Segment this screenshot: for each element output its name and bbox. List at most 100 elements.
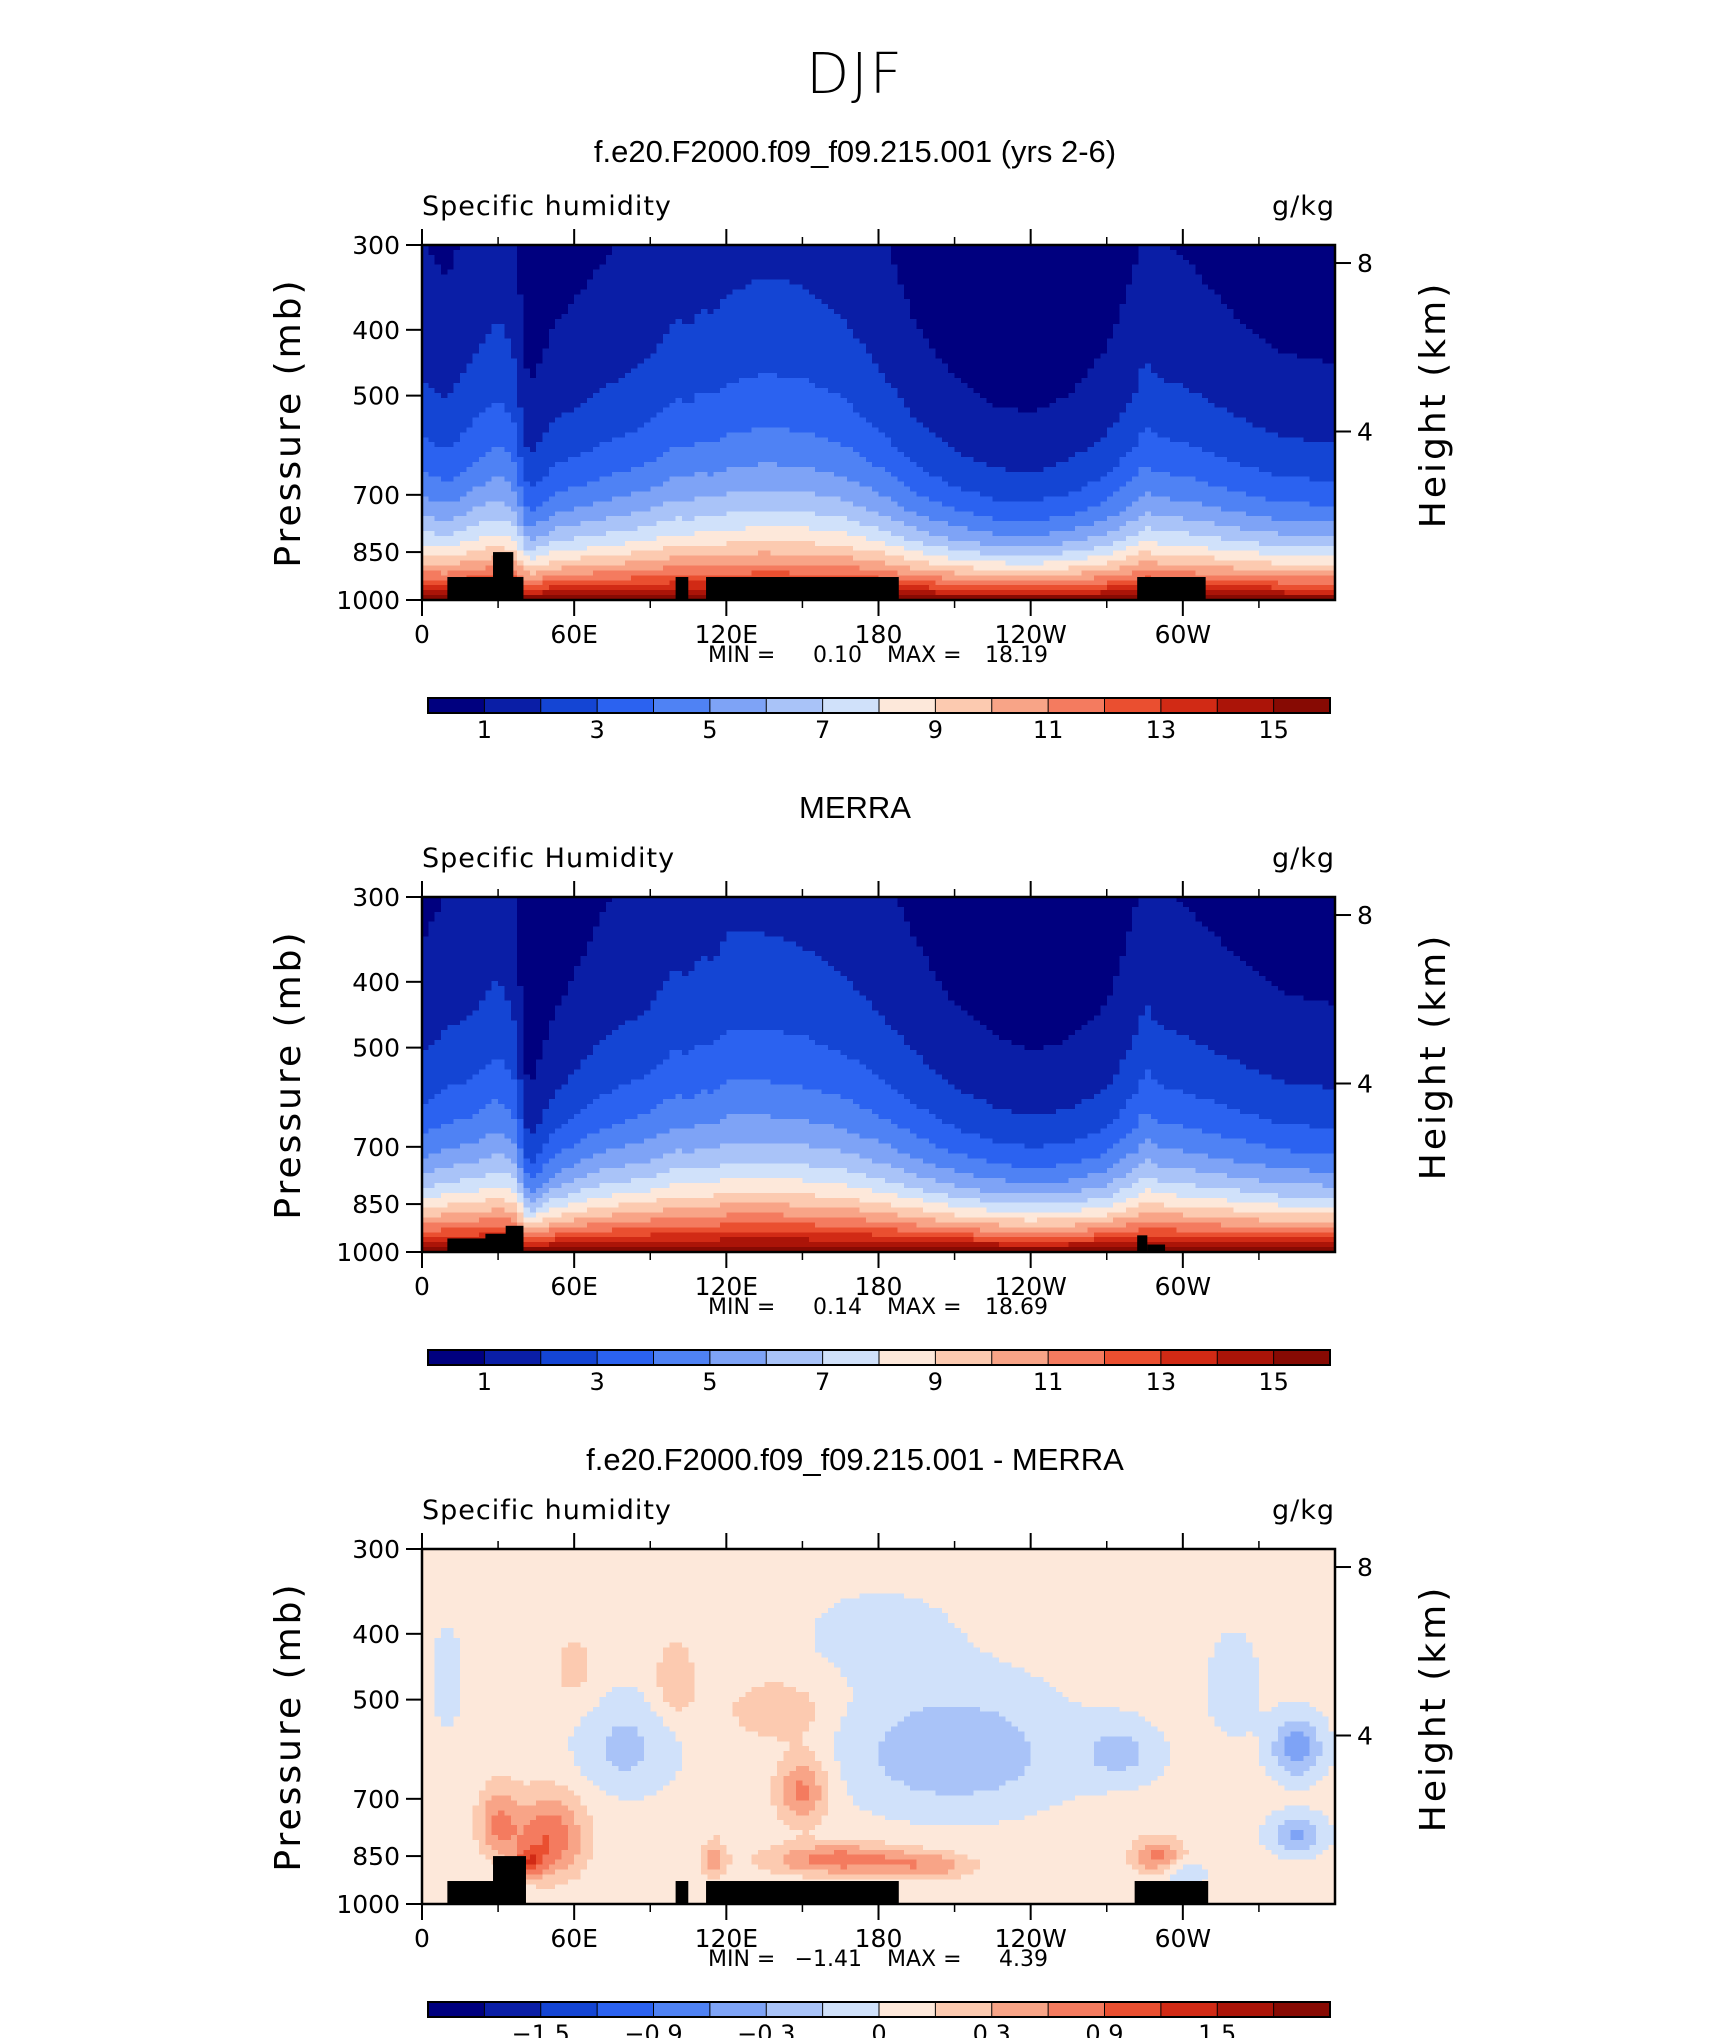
contour-cell: [714, 353, 721, 359]
contour-cell: [492, 373, 499, 379]
contour-cell: [612, 561, 619, 567]
contour-cell: [549, 432, 556, 438]
contour-cell: [815, 526, 822, 532]
contour-cell: [834, 299, 841, 305]
contour-cell: [644, 299, 651, 305]
contour-cell: [447, 398, 454, 404]
contour-cell: [473, 423, 480, 429]
contour-cell: [479, 309, 486, 315]
contour-cell: [783, 516, 790, 522]
contour-cell: [466, 516, 473, 522]
contour-cell: [802, 383, 809, 389]
contour-cell: [701, 324, 708, 330]
contour-cell: [447, 442, 454, 448]
contour-cell: [587, 324, 594, 330]
contour-cell: [435, 447, 442, 453]
contour-cell: [435, 565, 442, 571]
contour-cell: [701, 353, 708, 359]
contour-cell: [523, 319, 530, 325]
contour-cell: [752, 521, 759, 527]
contour-cell: [536, 561, 543, 567]
contour-cell: [479, 437, 486, 443]
contour-cell: [625, 452, 632, 458]
contour-cell: [428, 561, 435, 567]
contour-cell: [435, 353, 442, 359]
contour-cell: [498, 284, 505, 290]
contour-cell: [758, 462, 765, 468]
contour-cell: [821, 496, 828, 502]
contour-cell: [435, 265, 442, 271]
contour-cell: [606, 250, 613, 256]
contour-cell: [492, 447, 499, 453]
contour-cell: [454, 531, 461, 537]
contour-cell: [631, 551, 638, 557]
contour-cell: [561, 447, 568, 453]
contour-cell: [695, 403, 702, 409]
contour-cell: [587, 477, 594, 483]
contour-cell: [549, 324, 556, 330]
contour-cell: [764, 452, 771, 458]
contour-cell: [631, 418, 638, 424]
contour-cell: [688, 319, 695, 325]
contour-cell: [511, 472, 518, 478]
contour-cell: [650, 472, 657, 478]
contour-cell: [549, 580, 556, 586]
contour-cell: [619, 294, 626, 300]
contour-cell: [847, 289, 854, 295]
contour-cell: [466, 501, 473, 507]
contour-cell: [682, 442, 689, 448]
contour-cell: [707, 561, 714, 567]
contour-cell: [485, 319, 492, 325]
contour-cell: [745, 418, 752, 424]
contour-cell: [644, 516, 651, 522]
contour-cell: [657, 551, 664, 557]
contour-cell: [498, 413, 505, 419]
contour-cell: [663, 565, 670, 571]
contour-cell: [549, 353, 556, 359]
contour-cell: [498, 516, 505, 522]
contour-cell: [682, 284, 689, 290]
contour-cell: [517, 570, 524, 576]
contour-cell: [466, 260, 473, 266]
contour-cell: [853, 447, 860, 453]
contour-cell: [631, 506, 638, 512]
contour-cell: [745, 334, 752, 340]
contour-cell: [840, 511, 847, 517]
contour-cell: [638, 255, 645, 261]
contour-cell: [587, 565, 594, 571]
contour-cell: [650, 477, 657, 483]
contour-cell: [840, 294, 847, 300]
contour-cell: [859, 260, 866, 266]
contour-cell: [739, 442, 746, 448]
contour-cell: [815, 551, 822, 557]
contour-cell: [555, 344, 562, 350]
contour-cell: [561, 561, 568, 567]
contour-cell: [593, 561, 600, 567]
contour-cell: [821, 506, 828, 512]
contour-cell: [726, 546, 733, 552]
contour-cell: [441, 304, 448, 310]
contour-cell: [523, 349, 530, 355]
contour-cell: [809, 423, 816, 429]
contour-cell: [783, 299, 790, 305]
contour-cell: [796, 526, 803, 532]
contour-cell: [612, 437, 619, 443]
contour-cell: [657, 388, 664, 394]
contour-cell: [473, 353, 480, 359]
contour-cell: [530, 418, 537, 424]
contour-cell: [726, 393, 733, 399]
contour-cell: [847, 324, 854, 330]
contour-cell: [447, 551, 454, 557]
contour-cell: [815, 319, 822, 325]
contour-cell: [726, 373, 733, 379]
contour-cell: [504, 378, 511, 384]
contour-cell: [657, 447, 664, 453]
contour-cell: [581, 432, 588, 438]
contour-cell: [530, 467, 537, 473]
contour-cell: [428, 329, 435, 335]
contour-cell: [758, 265, 765, 271]
contour-cell: [688, 294, 695, 300]
contour-cell: [745, 531, 752, 537]
contour-cell: [657, 378, 664, 384]
